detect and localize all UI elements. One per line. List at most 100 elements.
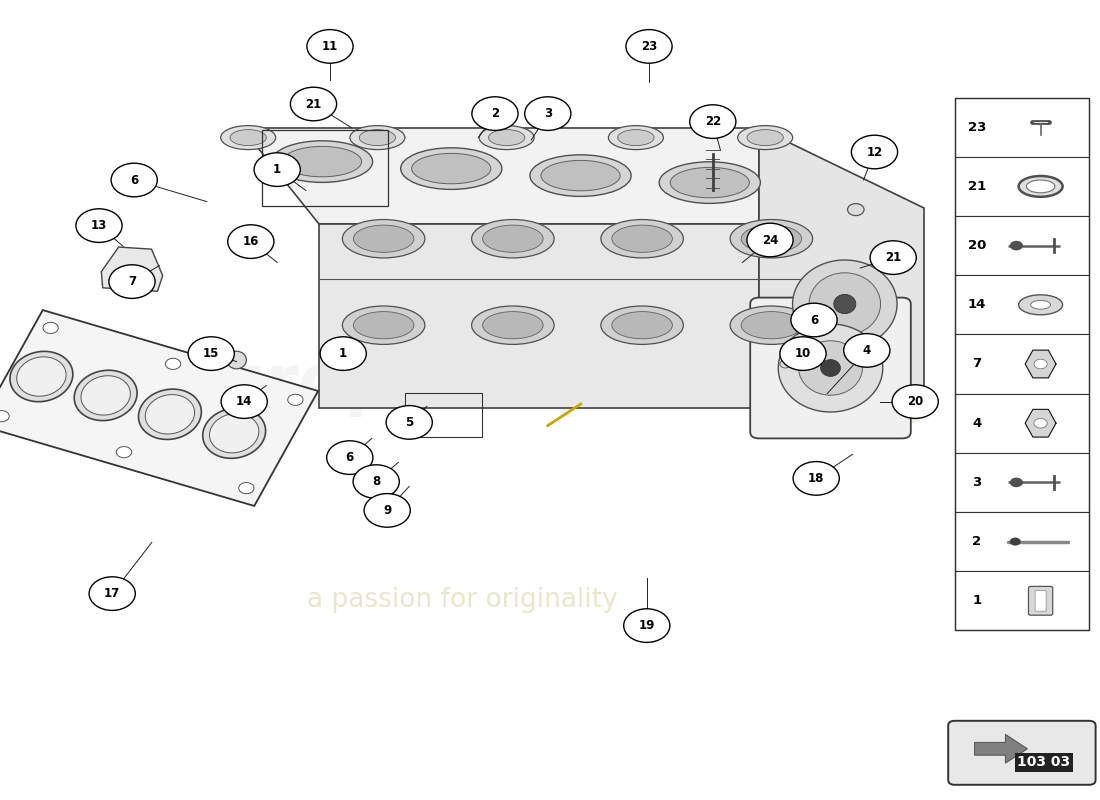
Text: 4: 4: [972, 417, 981, 430]
Bar: [262, 130, 388, 206]
Ellipse shape: [272, 141, 373, 182]
Text: 22: 22: [705, 115, 720, 128]
Bar: [955, 98, 1089, 630]
Circle shape: [791, 303, 837, 337]
Circle shape: [76, 209, 122, 242]
Circle shape: [109, 265, 155, 298]
Ellipse shape: [834, 294, 856, 314]
Text: 8: 8: [372, 475, 381, 488]
Circle shape: [386, 406, 432, 439]
Ellipse shape: [612, 225, 672, 252]
Polygon shape: [101, 247, 163, 291]
Ellipse shape: [283, 146, 362, 177]
Circle shape: [1010, 478, 1023, 487]
Text: 5: 5: [405, 416, 414, 429]
Polygon shape: [239, 482, 254, 494]
Polygon shape: [0, 310, 318, 506]
Circle shape: [353, 465, 399, 498]
Bar: [955, 571, 1089, 630]
Polygon shape: [759, 128, 836, 408]
Text: 20: 20: [968, 239, 986, 252]
Polygon shape: [288, 394, 304, 406]
Polygon shape: [209, 414, 258, 453]
Ellipse shape: [1026, 180, 1055, 193]
Polygon shape: [1025, 410, 1056, 437]
Circle shape: [228, 225, 274, 258]
Ellipse shape: [488, 130, 525, 146]
Ellipse shape: [342, 306, 425, 344]
Ellipse shape: [810, 273, 881, 335]
Circle shape: [690, 105, 736, 138]
Bar: [955, 334, 1089, 394]
Ellipse shape: [741, 225, 802, 252]
Polygon shape: [0, 410, 9, 422]
Polygon shape: [319, 224, 836, 408]
Text: 2: 2: [491, 107, 499, 120]
FancyBboxPatch shape: [948, 721, 1096, 785]
Circle shape: [320, 337, 366, 370]
Text: 4: 4: [862, 344, 871, 357]
Bar: [955, 512, 1089, 571]
Text: a passion for originality: a passion for originality: [307, 587, 617, 613]
Text: 15: 15: [204, 347, 219, 360]
Polygon shape: [759, 128, 924, 408]
Ellipse shape: [618, 130, 654, 146]
Text: 16: 16: [243, 235, 258, 248]
Circle shape: [892, 385, 938, 418]
Text: 6: 6: [810, 314, 818, 326]
Circle shape: [89, 577, 135, 610]
Circle shape: [780, 337, 826, 370]
Text: 10: 10: [795, 347, 811, 360]
Circle shape: [851, 135, 898, 169]
Ellipse shape: [541, 160, 620, 191]
Text: 3: 3: [543, 107, 552, 120]
Ellipse shape: [799, 341, 862, 395]
Circle shape: [525, 97, 571, 130]
Text: 21: 21: [968, 180, 986, 193]
Ellipse shape: [612, 312, 672, 339]
Ellipse shape: [747, 130, 783, 146]
Bar: [955, 275, 1089, 334]
Circle shape: [364, 494, 410, 527]
Text: since 1985: since 1985: [653, 332, 931, 436]
Circle shape: [626, 30, 672, 63]
Text: 20: 20: [908, 395, 923, 408]
Polygon shape: [975, 734, 1027, 763]
Ellipse shape: [1019, 176, 1063, 197]
Text: 21: 21: [886, 251, 901, 264]
Ellipse shape: [601, 306, 683, 344]
Text: 14: 14: [236, 395, 252, 408]
Circle shape: [844, 334, 890, 367]
Text: 1: 1: [972, 594, 981, 607]
Circle shape: [188, 337, 234, 370]
Bar: [955, 216, 1089, 275]
FancyBboxPatch shape: [1035, 590, 1046, 611]
Ellipse shape: [472, 219, 554, 258]
Ellipse shape: [350, 126, 405, 150]
Ellipse shape: [230, 130, 266, 146]
Circle shape: [327, 441, 373, 474]
Polygon shape: [43, 322, 58, 334]
Circle shape: [221, 385, 267, 418]
Ellipse shape: [1031, 301, 1050, 309]
Text: 6: 6: [345, 451, 354, 464]
Circle shape: [290, 87, 337, 121]
Circle shape: [111, 163, 157, 197]
Ellipse shape: [227, 351, 246, 369]
Bar: [955, 157, 1089, 216]
Ellipse shape: [342, 219, 425, 258]
Ellipse shape: [353, 225, 414, 252]
Ellipse shape: [483, 312, 543, 339]
Polygon shape: [145, 394, 195, 434]
Text: 19: 19: [639, 619, 654, 632]
Text: 11: 11: [322, 40, 338, 53]
Ellipse shape: [741, 312, 802, 339]
Text: 6: 6: [130, 174, 139, 186]
Ellipse shape: [780, 360, 791, 368]
Text: 14: 14: [968, 298, 986, 311]
Ellipse shape: [1019, 295, 1063, 314]
Text: 7: 7: [972, 358, 981, 370]
Ellipse shape: [730, 219, 813, 258]
Polygon shape: [117, 446, 132, 458]
Circle shape: [1010, 538, 1021, 546]
